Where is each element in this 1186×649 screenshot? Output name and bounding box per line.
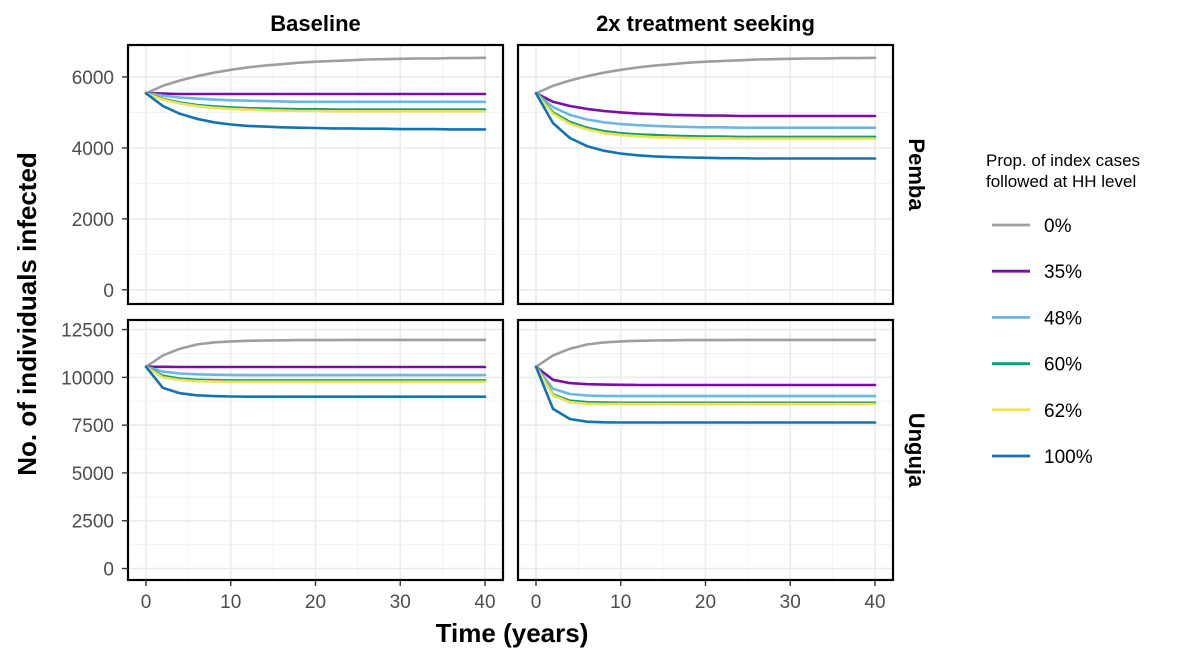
series-line-60pct-unguja-baseline (144, 365, 487, 382)
facet-row-title: Unguja (904, 413, 929, 488)
x-tick-label: 0 (141, 592, 152, 613)
series-line-35pct-pemba-baseline (144, 92, 487, 96)
x-tick-label: 0 (531, 592, 542, 613)
series-line-35pct-unguja-treatment (534, 365, 877, 387)
series-line-60pct-pemba-treatment (534, 92, 877, 139)
legend-label: 62% (1044, 401, 1082, 422)
series-line-48pct-pemba-treatment (534, 92, 877, 129)
labels-layer: No. of individuals infected Time (years)… (12, 11, 929, 648)
x-tick-label: 30 (780, 592, 801, 613)
series-line-48pct-unguja-baseline (144, 365, 487, 377)
series-line-48pct-unguja-treatment (534, 365, 877, 398)
legend: Prop. of index cases followed at HH level… (986, 151, 1140, 468)
series-line-60pct-unguja-treatment (534, 365, 877, 405)
panel-border (126, 43, 505, 306)
series-line-0pct-unguja-baseline (144, 338, 487, 369)
y-tick-label: 2500 (72, 512, 114, 533)
y-tick-label: 4000 (72, 139, 114, 160)
series-line-0pct-pemba-treatment (534, 56, 877, 95)
series-line-100pct-pemba-treatment (534, 92, 877, 160)
y-tick-label: 10000 (61, 368, 114, 389)
x-tick-label: 10 (220, 592, 241, 613)
x-tick-label: 20 (305, 592, 326, 613)
series-line-0pct-unguja-treatment (534, 338, 877, 369)
series-line-48pct-pemba-baseline (144, 92, 487, 104)
legend-label: 35% (1044, 262, 1082, 283)
series-line-62pct-unguja-treatment (534, 365, 877, 406)
series-line-62pct-pemba-treatment (534, 92, 877, 140)
legend-title: Prop. of index cases (986, 151, 1140, 170)
legend-label: 100% (1044, 447, 1093, 468)
y-tick-label: 5000 (72, 464, 114, 485)
series-line-100pct-unguja-treatment (534, 365, 877, 424)
series-line-100pct-unguja-baseline (144, 365, 487, 399)
x-tick-label: 30 (390, 592, 411, 613)
series-line-0pct-pemba-baseline (144, 56, 487, 95)
legend-label: 0% (1044, 216, 1072, 237)
x-tick-label: 40 (474, 592, 495, 613)
facet-column-title: Baseline (270, 11, 361, 36)
x-tick-label: 10 (610, 592, 631, 613)
legend-label: 48% (1044, 308, 1082, 329)
y-tick-label: 7500 (72, 416, 114, 437)
y-tick-label: 6000 (72, 68, 114, 89)
y-tick-label: 2000 (72, 210, 114, 231)
y-tick-label: 12500 (61, 321, 114, 342)
series-line-100pct-pemba-baseline (144, 92, 487, 131)
x-axis-title: Time (years) (436, 618, 589, 648)
series-layer (144, 56, 877, 424)
y-tick-label: 0 (103, 560, 114, 581)
series-line-35pct-pemba-treatment (534, 92, 877, 118)
grid-layer (128, 45, 893, 580)
x-tick-label: 40 (864, 592, 885, 613)
frame-layer (122, 43, 895, 586)
series-line-62pct-unguja-baseline (144, 365, 487, 384)
panel-border (516, 43, 895, 306)
y-axis-title: No. of individuals infected (12, 152, 42, 476)
facet-row-title: Pemba (904, 138, 929, 211)
series-line-62pct-pemba-baseline (144, 92, 487, 113)
legend-label: 60% (1044, 355, 1082, 376)
legend-title: followed at HH level (986, 172, 1136, 191)
x-tick-label: 20 (695, 592, 716, 613)
y-tick-label: 0 (103, 281, 114, 302)
facet-column-title: 2x treatment seeking (596, 11, 815, 36)
